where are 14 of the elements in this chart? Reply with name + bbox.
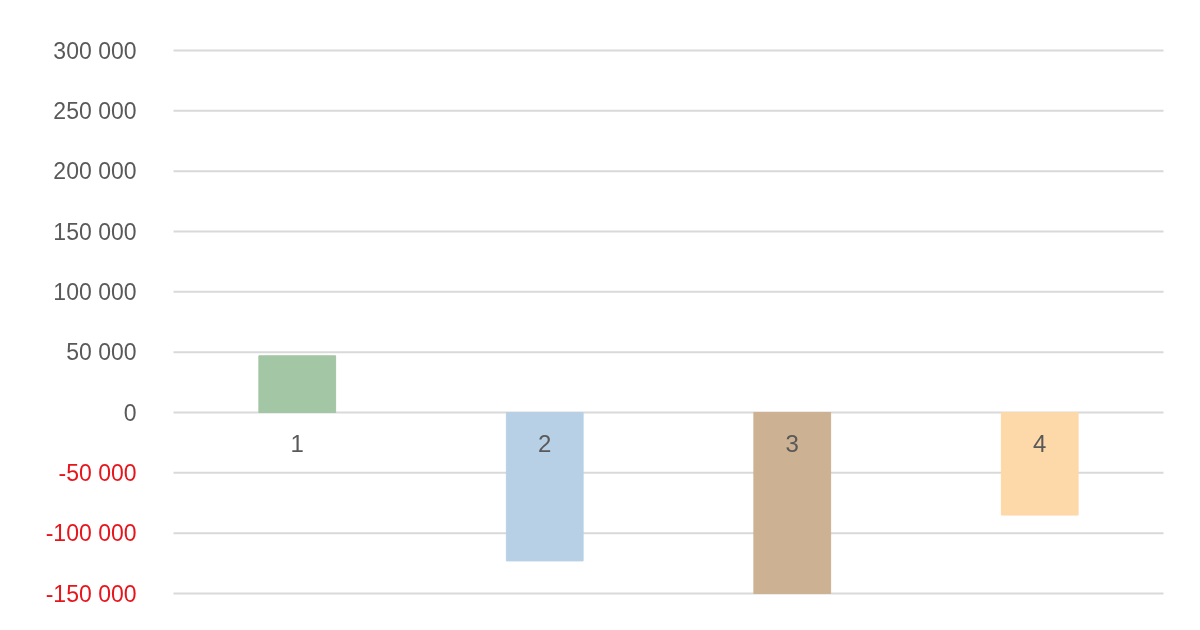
- y-tick-label: 0: [123, 400, 137, 426]
- x-tick-label: 1: [290, 429, 304, 457]
- y-tick-label: 200 000: [53, 158, 137, 185]
- y-tick-label: 150 000: [53, 218, 137, 245]
- x-tick-label: 3: [785, 429, 799, 457]
- y-tick-label: 100 000: [53, 278, 137, 305]
- x-tick-label: 4: [1033, 429, 1047, 457]
- y-tick-label: 50 000: [66, 339, 137, 366]
- x-tick-label: 2: [538, 429, 552, 457]
- y-tick-label: 300 000: [53, 37, 137, 64]
- y-tick-label: -100 000: [45, 520, 137, 547]
- y-tick-label: -150 000: [45, 580, 137, 607]
- y-tick-label: 250 000: [53, 97, 137, 124]
- y-tick-label: -50 000: [58, 459, 137, 486]
